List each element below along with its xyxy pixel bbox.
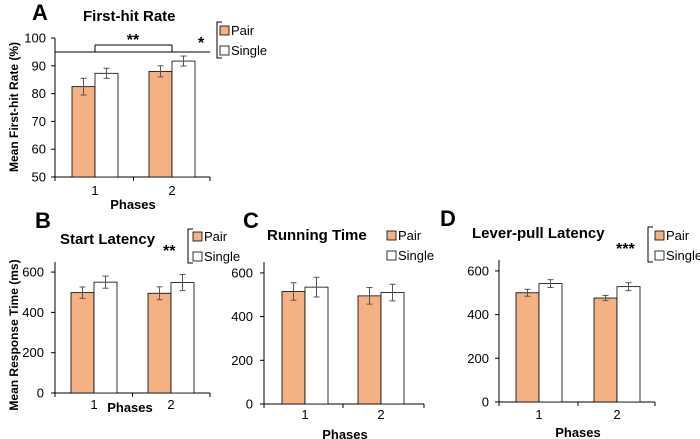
bar-single — [170, 282, 195, 394]
y-tick-label: 200 — [231, 353, 253, 368]
bar-pair — [70, 292, 95, 394]
plot-area: 50 60 70 80 90 100 1 2 — [24, 31, 211, 198]
y-tick-label: 400 — [22, 305, 44, 320]
legend-swatch-single — [192, 251, 203, 262]
legend-swatch-single — [386, 250, 397, 261]
panel-title: Running Time — [267, 227, 367, 244]
y-tick-label: 200 — [467, 351, 489, 366]
bar-single — [616, 286, 641, 403]
x-tick-label: 2 — [377, 407, 384, 422]
y-tick-label: 0 — [37, 386, 44, 401]
bar-pair — [148, 70, 173, 178]
condition-significance-stars: * — [198, 35, 205, 52]
y-tick-label: 400 — [231, 309, 253, 324]
legend-bracket — [216, 21, 222, 59]
bar-single — [171, 60, 196, 178]
x-tick-label: 2 — [613, 407, 620, 422]
panel-title: Lever-pull Latency — [472, 225, 605, 242]
phase-significance-stars: ** — [127, 32, 140, 49]
legend-swatch-pair — [192, 231, 203, 242]
y-tick-label: 100 — [24, 31, 46, 46]
phase-significance-bracket — [55, 44, 210, 53]
legend-swatch-pair — [219, 25, 230, 36]
legend: * Pair Single — [198, 21, 267, 59]
x-tick-label: 1 — [301, 407, 308, 422]
y-axis-label: Mean First-hit Rate (%) — [7, 42, 21, 172]
legend-label-pair: Pair — [666, 228, 690, 243]
bar-pair — [515, 292, 540, 403]
condition-significance-stars: *** — [616, 241, 635, 258]
legend-bracket — [647, 226, 653, 263]
panel-c: C Running Time Phases 0 200 400 600 1 2 Pair … — [231, 208, 434, 439]
bar-pair — [281, 291, 306, 405]
bar-pair — [147, 292, 172, 394]
y-tick-label: 600 — [231, 265, 253, 280]
bar-pair — [357, 295, 382, 405]
legend: *** Pair Single — [616, 226, 700, 263]
x-axis-label: Phases — [110, 197, 156, 212]
y-tick-label: 70 — [32, 114, 46, 129]
x-axis-label: Phases — [555, 425, 601, 439]
legend-swatch-single — [654, 250, 665, 261]
bar-single — [538, 283, 563, 403]
y-tick-label: 90 — [32, 58, 46, 73]
y-tick-label: 60 — [32, 142, 46, 157]
condition-significance-stars: ** — [163, 243, 176, 260]
y-tick-label: 400 — [467, 307, 489, 322]
x-tick-label: 2 — [167, 397, 174, 412]
bar-pair — [593, 297, 618, 403]
legend-bracket — [187, 228, 193, 264]
bar-single — [380, 292, 405, 405]
bar-single — [93, 281, 118, 394]
bar-single — [94, 72, 119, 178]
x-tick-label: 1 — [90, 397, 97, 412]
x-axis-label: Phases — [322, 427, 368, 439]
y-tick-label: 80 — [32, 86, 46, 101]
legend-label-pair: Pair — [204, 229, 228, 244]
legend: Pair Single — [386, 228, 434, 263]
panel-letter: D — [440, 206, 456, 231]
legend: ** Pair Single — [163, 228, 240, 264]
x-tick-label: 1 — [535, 407, 542, 422]
panel-letter: A — [32, 0, 48, 25]
legend-swatch-pair — [386, 230, 397, 241]
y-tick-label: 0 — [482, 395, 489, 410]
y-tick-label: 600 — [467, 263, 489, 278]
bar-pair — [71, 86, 96, 178]
y-tick-label: 50 — [32, 170, 46, 185]
panel-title: Start Latency — [60, 231, 156, 248]
bar-single — [304, 286, 329, 405]
legend-label-single: Single — [666, 248, 700, 263]
y-tick-label: 0 — [246, 397, 253, 412]
plot-area: 0 200 400 600 1 2 — [231, 262, 425, 422]
x-tick-label: 2 — [168, 183, 175, 198]
panel-letter: B — [35, 208, 51, 233]
legend-label-pair: Pair — [398, 228, 422, 243]
legend-label-single: Single — [204, 249, 240, 264]
x-axis-label: Phases — [107, 400, 153, 415]
legend-swatch-pair — [654, 230, 665, 241]
y-tick-label: 200 — [22, 345, 44, 360]
plot-area: 0 200 400 600 1 2 — [467, 260, 656, 422]
panel-letter: C — [243, 208, 259, 233]
panel-d: D Lever-pull Latency Phases 0 200 400 600 1 2… — [440, 206, 700, 439]
legend-label-single: Single — [231, 43, 267, 58]
legend-swatch-single — [219, 45, 230, 56]
y-tick-label: 600 — [22, 265, 44, 280]
legend-label-pair: Pair — [231, 23, 255, 38]
panel-title: First-hit Rate — [83, 8, 176, 25]
panel-a: A First-hit Rate Mean First-hit Rate (%)… — [7, 0, 267, 212]
y-axis-label: Mean Response Time (ms) — [7, 259, 21, 410]
plot-area: 0 200 400 600 1 2 — [22, 262, 211, 412]
legend-label-single: Single — [398, 248, 434, 263]
panel-b: B Start Latency Mean Response Time (ms) … — [7, 208, 240, 415]
x-tick-label: 1 — [91, 183, 98, 198]
